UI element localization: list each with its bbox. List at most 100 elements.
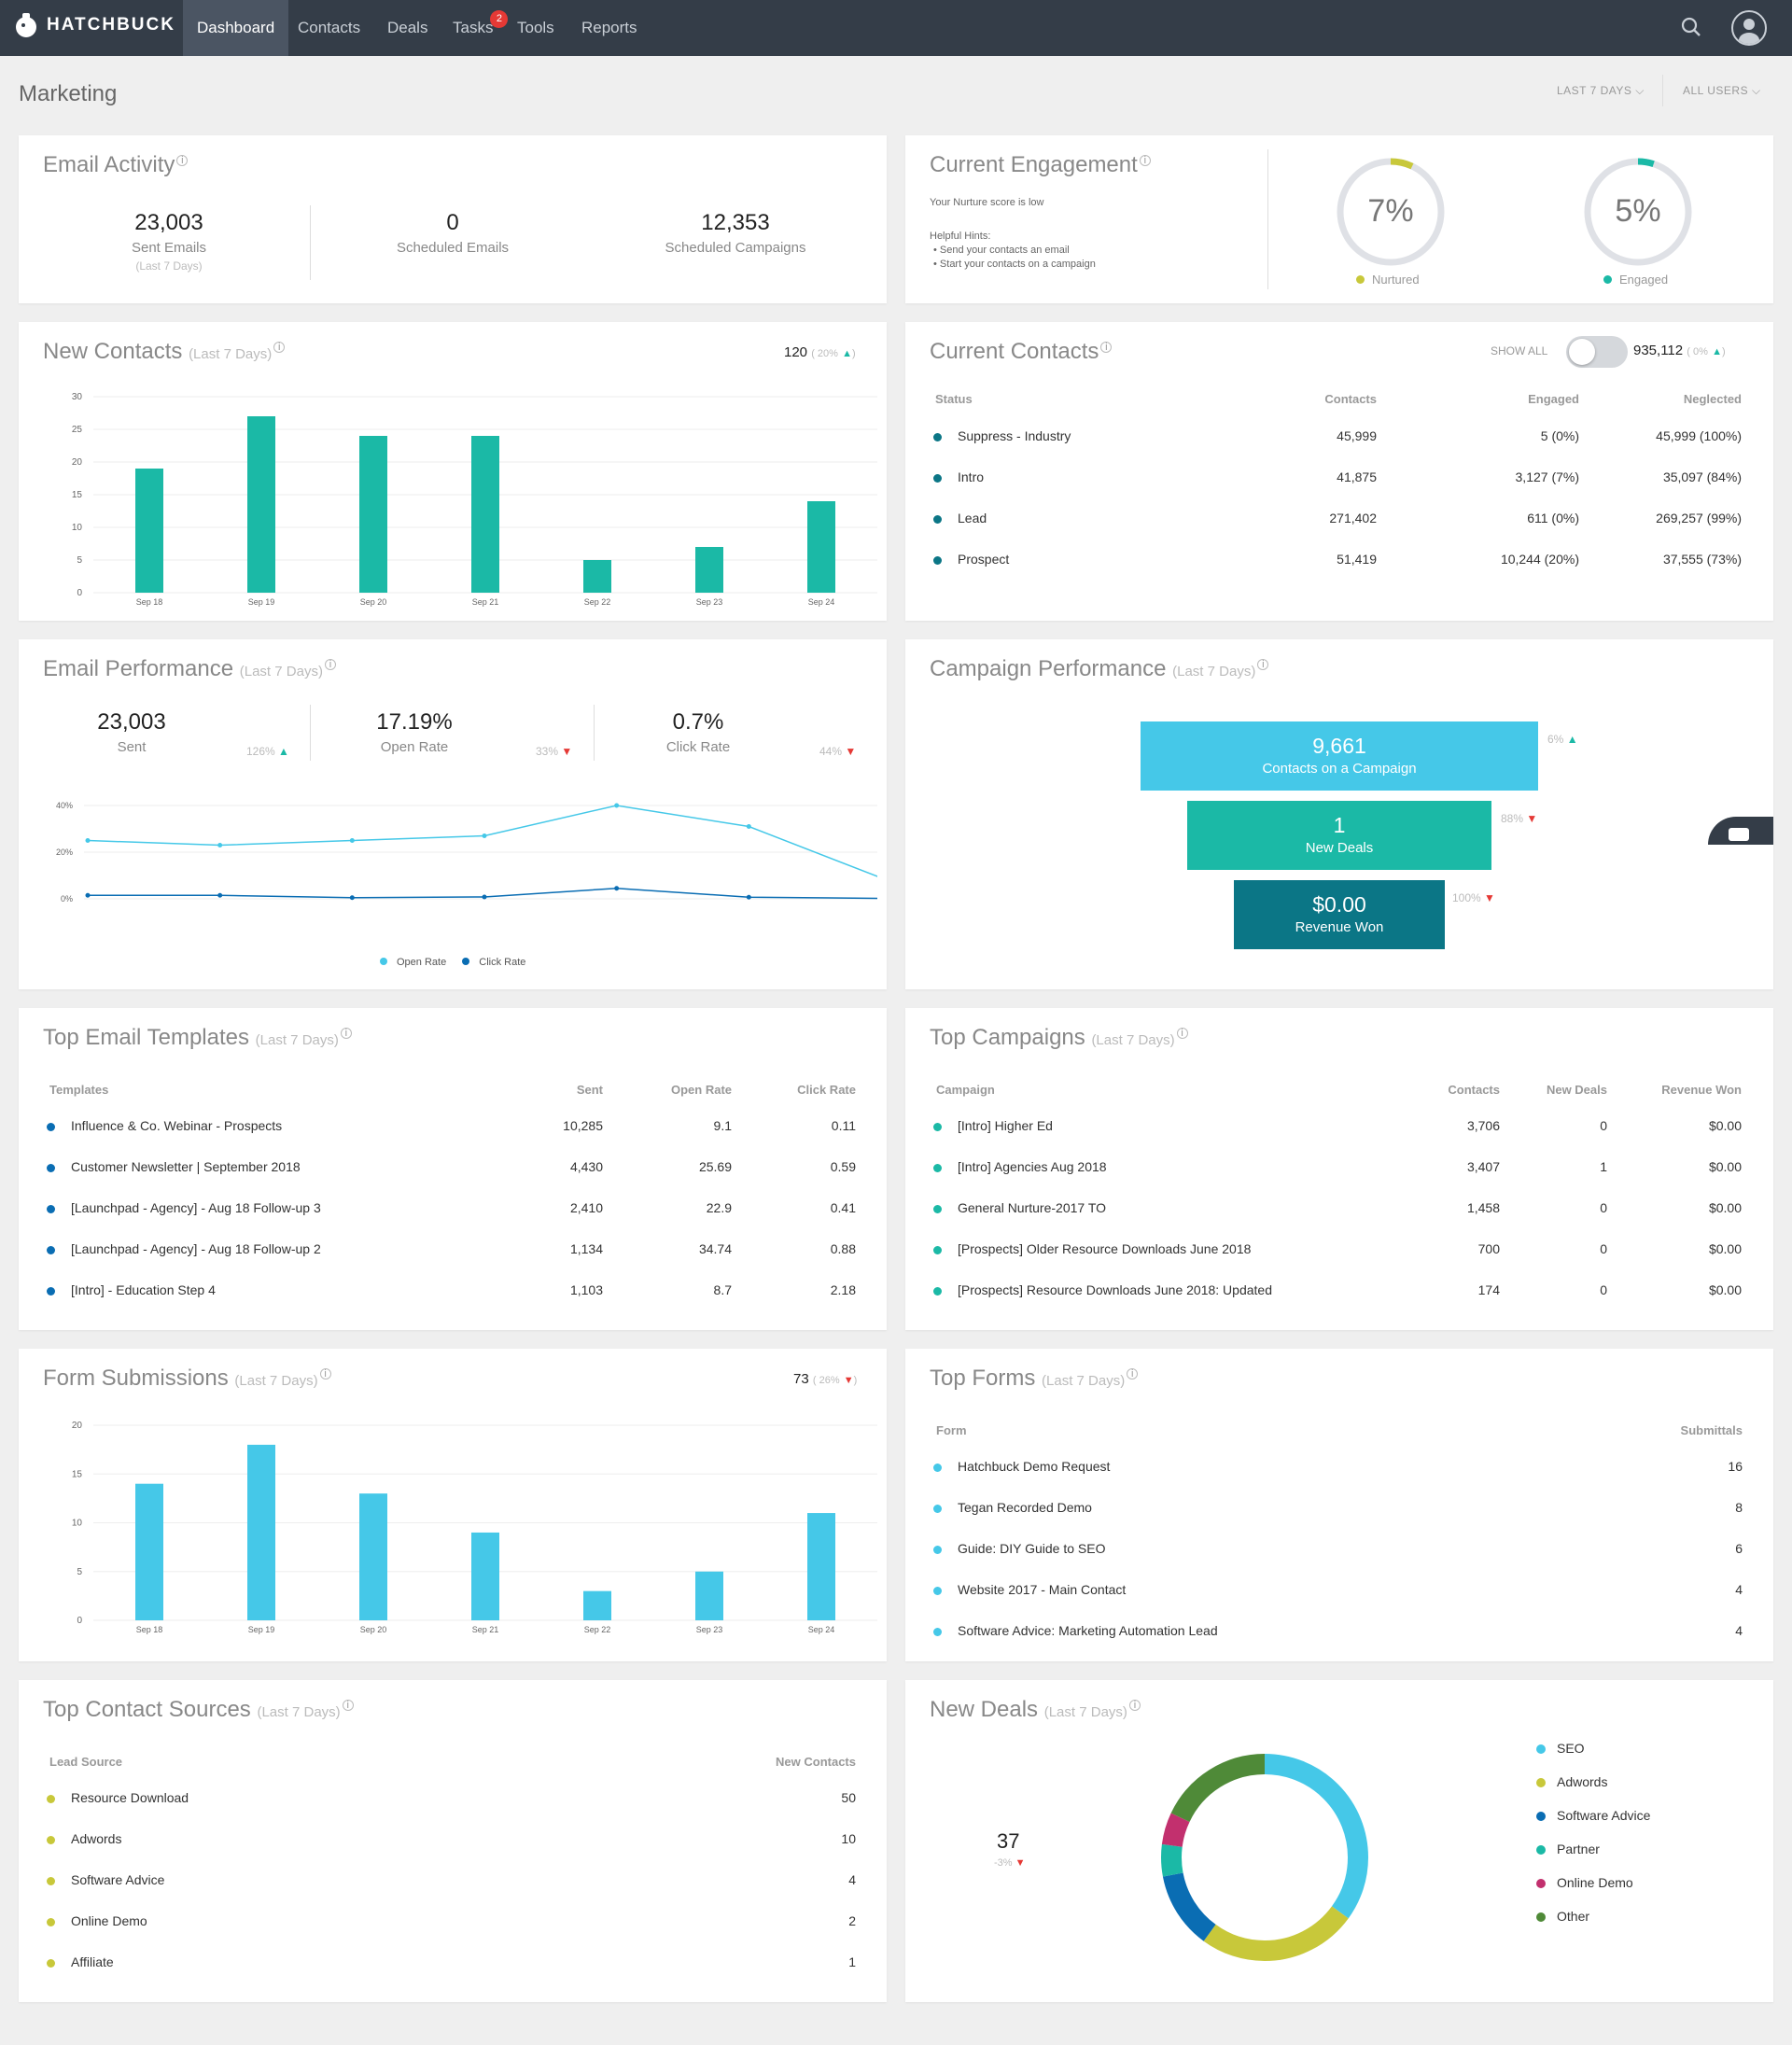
info-icon[interactable]: i: [273, 342, 286, 353]
users-filter[interactable]: ALL USERS ⌵: [1683, 84, 1761, 98]
table-cell: 8.7: [713, 1282, 732, 1297]
table-cell: 1: [848, 1954, 856, 1969]
nav-tasks[interactable]: Tasks 2: [439, 0, 513, 56]
row-name-link[interactable]: Prospect: [958, 552, 1010, 567]
row-name-link[interactable]: Website 2017 - Main Contact: [958, 1582, 1127, 1597]
legend-item[interactable]: Other: [1536, 1909, 1589, 1924]
info-icon[interactable]: i: [1100, 342, 1113, 353]
campaign-performance-card: Campaign Performance (Last 7 Days) i 9,66…: [905, 639, 1773, 989]
nav-contacts[interactable]: Contacts: [298, 19, 361, 36]
arrow-up-icon: ▲: [1566, 733, 1578, 746]
table-cell: 6: [1735, 1541, 1743, 1556]
row-name-link[interactable]: General Nurture-2017 TO: [958, 1200, 1107, 1215]
x-tick-label: Sep 21: [472, 597, 499, 607]
info-icon[interactable]: i: [340, 1028, 352, 1039]
new-deals-card: New Deals (Last 7 Days) i 37 -3% ▼ SEO Adw…: [905, 1680, 1773, 2002]
stat-sub: (Last 7 Days): [135, 259, 203, 273]
info-icon[interactable]: i: [342, 1700, 354, 1711]
card-subtitle: (Last 7 Days): [239, 664, 323, 679]
table-cell: 8: [1735, 1500, 1743, 1515]
row-bullet: [933, 433, 942, 441]
deals-delta: -3% ▼: [994, 1857, 1026, 1869]
card-subtitle: (Last 7 Days): [257, 1704, 341, 1720]
table-cell: 4: [1735, 1582, 1743, 1597]
row-name-link[interactable]: Hatchbuck Demo Request: [958, 1459, 1111, 1474]
user-avatar[interactable]: [1731, 10, 1767, 46]
row-name-link[interactable]: [Intro] - Education Step 4: [71, 1282, 216, 1297]
email-performance-card: Email Performance (Last 7 Days) i 23,003 S…: [19, 639, 887, 989]
nav-reports[interactable]: Reports: [581, 19, 637, 36]
row-name-link[interactable]: [Launchpad - Agency] - Aug 18 Follow-up …: [71, 1200, 321, 1215]
y-tick-label: 20%: [56, 847, 73, 857]
nav-dashboard[interactable]: Dashboard: [183, 0, 289, 56]
row-name-link[interactable]: Suppress - Industry: [958, 428, 1071, 443]
row-name-link[interactable]: [Prospects] Resource Downloads June 2018…: [958, 1282, 1272, 1297]
legend-item[interactable]: Adwords: [1536, 1774, 1607, 1789]
col-header: Click Rate: [797, 1083, 856, 1097]
tasks-badge: 2: [490, 10, 509, 28]
row-name-link[interactable]: Guide: DIY Guide to SEO: [958, 1541, 1106, 1556]
info-icon[interactable]: i: [176, 155, 189, 166]
date-range-label: LAST 7 DAYS: [1557, 84, 1632, 97]
show-all-toggle[interactable]: [1566, 336, 1628, 368]
new-deals-donut: [1161, 1754, 1368, 1961]
row-name-link[interactable]: Customer Newsletter | September 2018: [71, 1159, 301, 1174]
info-icon[interactable]: i: [319, 1368, 331, 1380]
row-name-link[interactable]: [Intro] Agencies Aug 2018: [958, 1159, 1107, 1174]
row-name-link[interactable]: [Intro] Higher Ed: [958, 1118, 1053, 1133]
card-subtitle: (Last 7 Days): [189, 346, 273, 362]
card-title: Top Campaigns (Last 7 Days) i: [930, 1025, 1188, 1051]
date-range-filter[interactable]: LAST 7 DAYS ⌵: [1557, 84, 1645, 98]
nav-tools[interactable]: Tools: [517, 19, 554, 36]
gauge-fill: [1337, 158, 1445, 266]
row-name-link[interactable]: Software Advice: [71, 1872, 165, 1887]
card-subtitle: (Last 7 Days): [255, 1032, 339, 1048]
table-cell: 0: [1600, 1200, 1607, 1215]
info-icon[interactable]: i: [1176, 1028, 1188, 1039]
row-name-link[interactable]: Resource Download: [71, 1790, 189, 1805]
table-cell: $0.00: [1708, 1282, 1742, 1297]
delta-value: 44%: [819, 745, 843, 758]
delta-value: 88%: [1501, 812, 1524, 825]
top-campaigns-card: Top Campaigns (Last 7 Days) i Campaign Co…: [905, 1008, 1773, 1330]
row-name-link[interactable]: Intro: [958, 469, 985, 484]
arrow-down-icon: ▼: [1526, 812, 1538, 825]
info-icon[interactable]: i: [324, 659, 336, 670]
engaged-legend: Engaged: [1603, 273, 1668, 287]
card-subtitle: (Last 7 Days): [1091, 1032, 1175, 1048]
row-name-link[interactable]: Software Advice: Marketing Automation Le…: [958, 1623, 1218, 1638]
delta-text: ( 0%: [1687, 346, 1708, 357]
col-header: Sent: [576, 1083, 603, 1097]
info-icon[interactable]: i: [1139, 155, 1151, 166]
row-name-link[interactable]: Adwords: [71, 1831, 122, 1846]
row-bullet: [47, 1877, 55, 1885]
brand-logo[interactable]: HATCHBUCK: [13, 11, 175, 39]
bar: [135, 1483, 163, 1620]
info-icon[interactable]: i: [1128, 1700, 1141, 1711]
card-title: Top Email Templates (Last 7 Days) i: [43, 1025, 352, 1051]
data-point: [85, 838, 91, 843]
row-name-link[interactable]: Lead: [958, 511, 987, 525]
row-name-link[interactable]: Influence & Co. Webinar - Prospects: [71, 1118, 283, 1133]
arrow-down-icon: ▼: [1484, 891, 1495, 904]
divider: [1267, 149, 1268, 289]
x-tick-label: Sep 23: [696, 597, 723, 607]
search-icon[interactable]: [1680, 16, 1702, 38]
row-name-link[interactable]: [Launchpad - Agency] - Aug 18 Follow-up …: [71, 1241, 321, 1256]
legend-label: Click Rate: [479, 957, 526, 968]
legend-item[interactable]: SEO: [1536, 1741, 1585, 1756]
info-icon[interactable]: i: [1257, 659, 1269, 670]
info-icon[interactable]: i: [1127, 1368, 1139, 1380]
row-name-link[interactable]: Tegan Recorded Demo: [958, 1500, 1092, 1515]
nav-deals[interactable]: Deals: [387, 19, 428, 36]
stat-label: Click Rate: [665, 739, 731, 755]
row-name-link[interactable]: Affiliate: [71, 1954, 114, 1969]
row-name-link[interactable]: [Prospects] Older Resource Downloads Jun…: [958, 1241, 1252, 1256]
legend-item[interactable]: Partner: [1536, 1842, 1600, 1856]
legend-item[interactable]: Online Demo: [1536, 1875, 1633, 1890]
hint-item: • Send your contacts an email: [933, 245, 1070, 256]
row-name-link[interactable]: Online Demo: [71, 1913, 147, 1928]
row-bullet: [47, 1918, 55, 1926]
legend-item[interactable]: Software Advice: [1536, 1808, 1650, 1823]
chat-widget-button[interactable]: [1708, 817, 1773, 845]
